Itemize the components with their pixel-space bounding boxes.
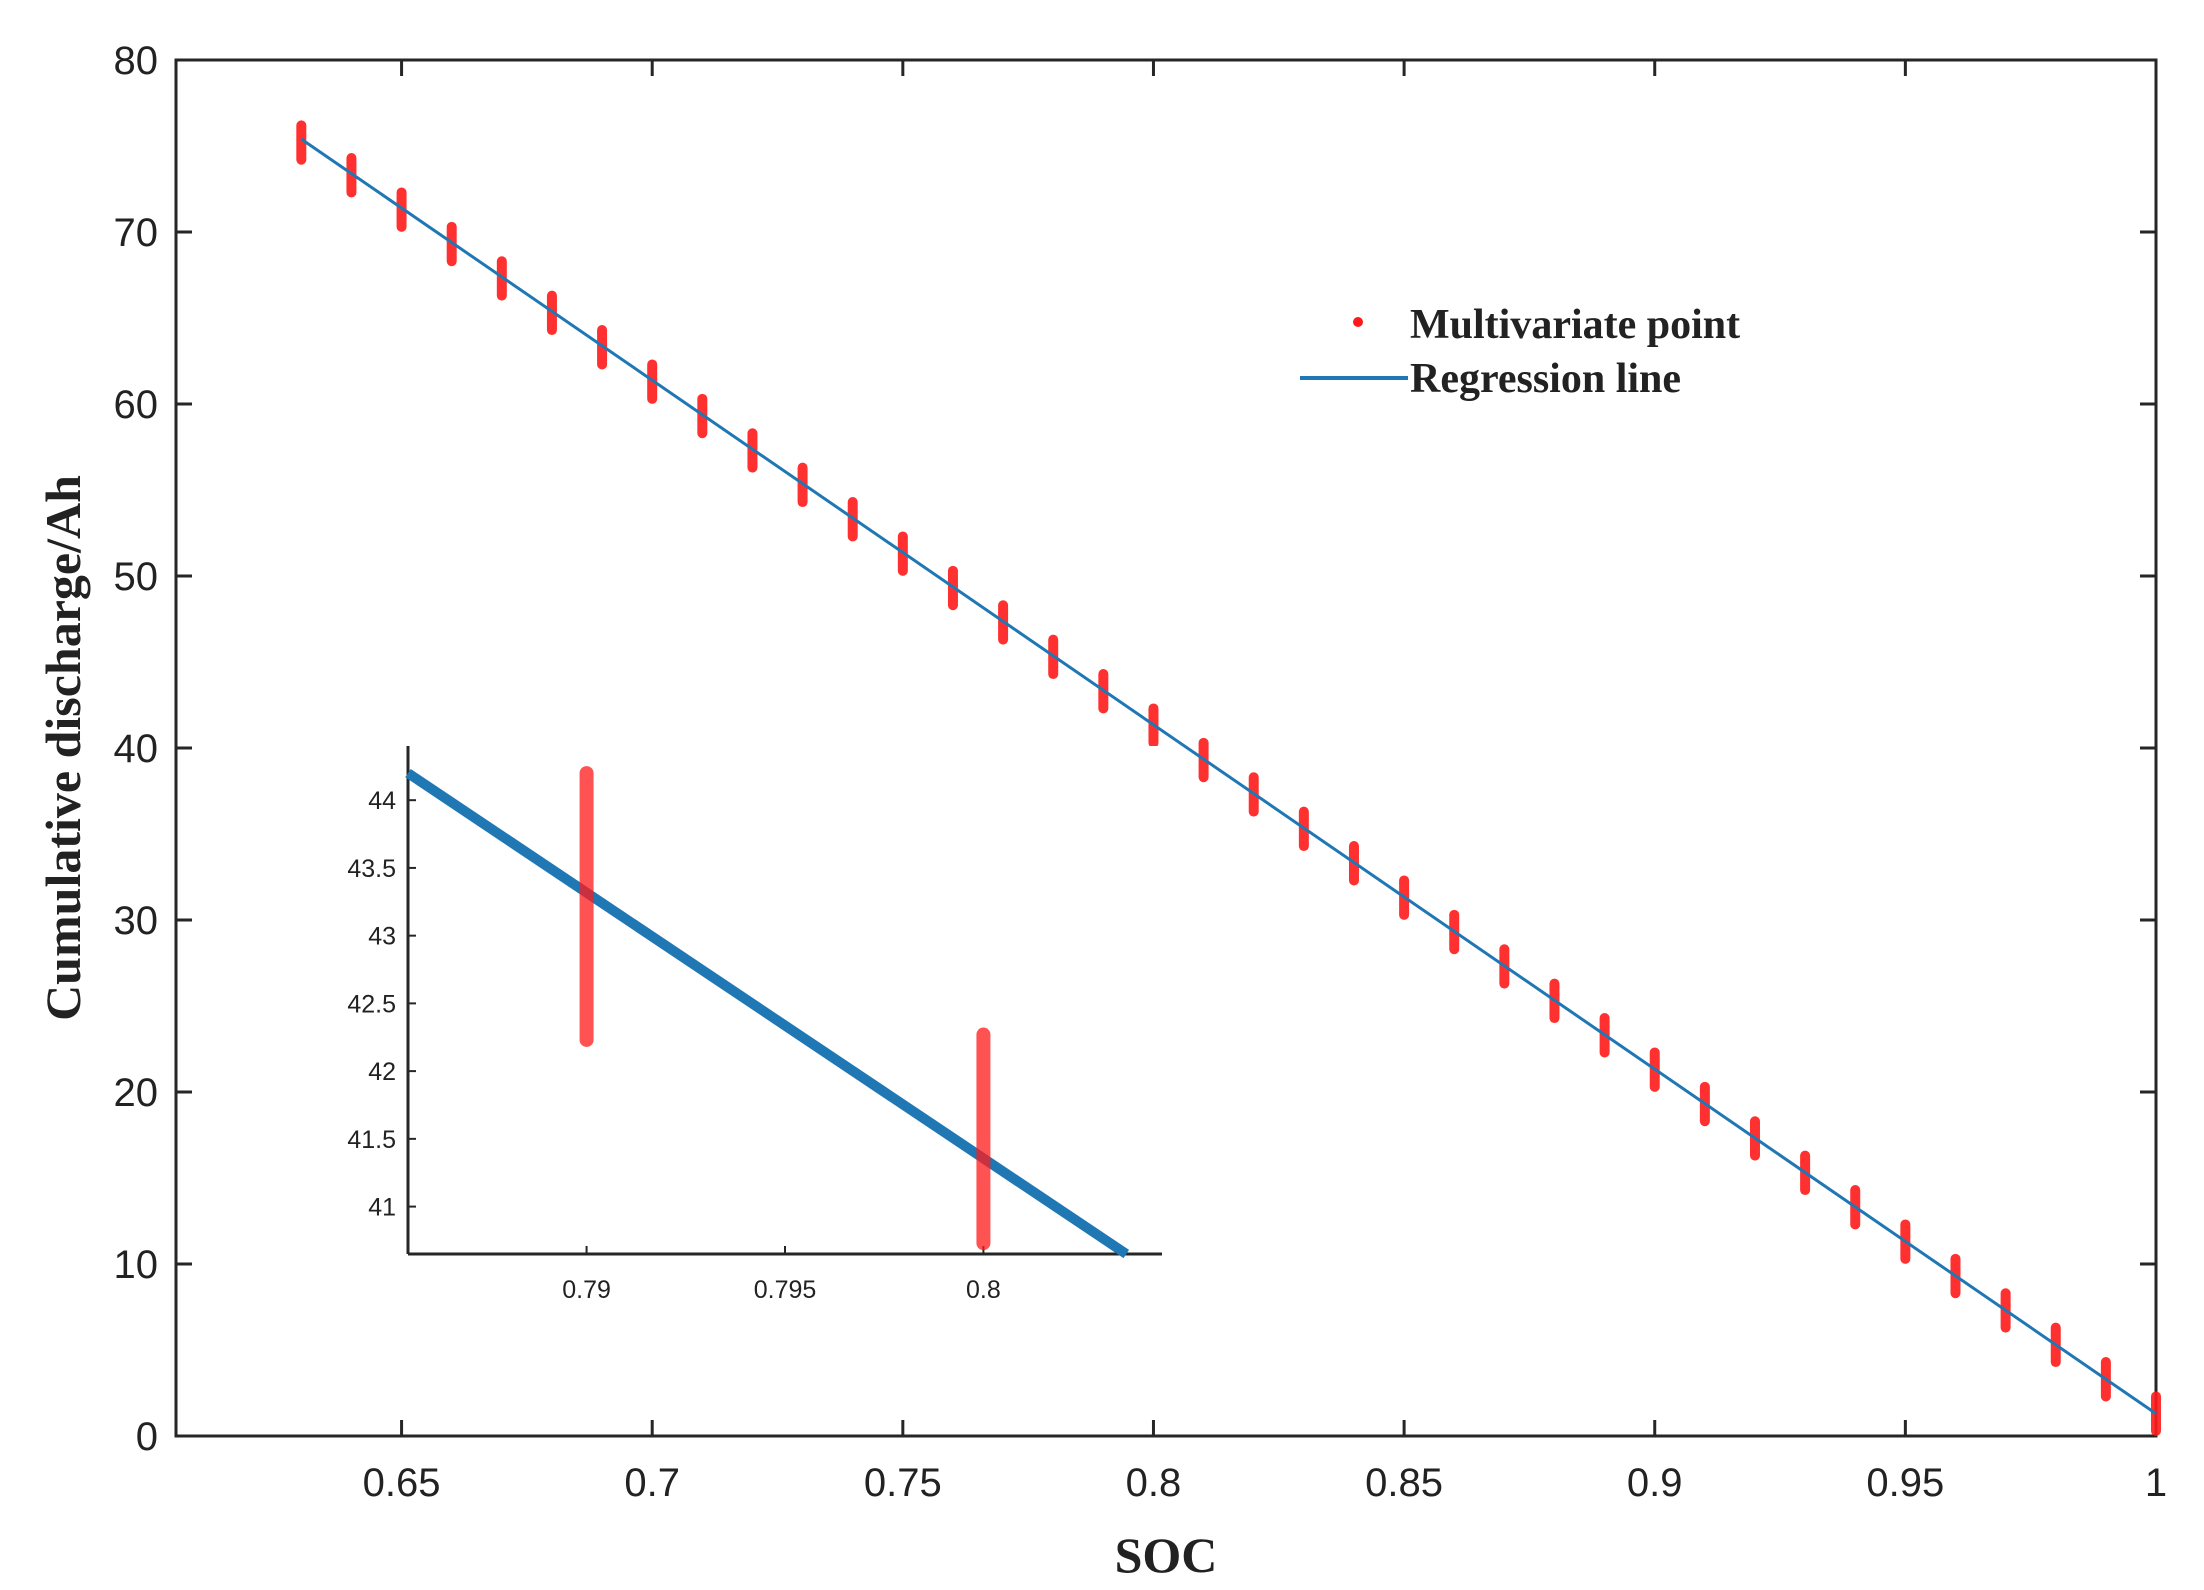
inset: 41 41.5 42 42.5 43 43.5 44 0.79 0.795 0.8 xyxy=(347,746,1162,1304)
x-axis-title: SOC xyxy=(1115,1527,1218,1583)
y-tick-label: 80 xyxy=(114,39,159,83)
inset-background xyxy=(406,746,1162,1254)
regression-line xyxy=(300,137,2157,1415)
x-tick-label: 0.85 xyxy=(1365,1461,1443,1505)
x-tick-label: 0.95 xyxy=(1866,1461,1944,1505)
legend-marker-points xyxy=(1353,317,1363,327)
y-tick-label: 20 xyxy=(114,1071,159,1115)
y-ticks: 0 10 20 30 40 50 60 70 80 xyxy=(114,39,2156,1459)
inset-x-tick-label: 0.79 xyxy=(562,1276,611,1304)
y-tick-label: 60 xyxy=(114,383,159,427)
y-tick-label: 40 xyxy=(114,727,159,771)
main-series xyxy=(296,120,2161,1436)
x-tick-label: 1 xyxy=(2145,1461,2167,1505)
inset-x-tick-label: 0.8 xyxy=(966,1276,1001,1304)
y-tick-label: 70 xyxy=(114,211,159,255)
inset-x-tick-label: 0.795 xyxy=(754,1276,817,1304)
x-tick-label: 0.75 xyxy=(864,1461,942,1505)
y-tick-label: 30 xyxy=(114,899,159,943)
y-axis-title: Cumulative discharge/Ah xyxy=(35,475,91,1021)
x-tick-label: 0.9 xyxy=(1627,1461,1683,1505)
x-tick-label: 0.7 xyxy=(624,1461,680,1505)
y-tick-label: 50 xyxy=(114,555,159,599)
inset-y-tick-label: 44 xyxy=(368,787,396,815)
inset-y-tick-label: 43.5 xyxy=(347,855,396,883)
inset-y-tick-label: 43 xyxy=(368,923,396,951)
inset-y-tick-label: 41 xyxy=(368,1194,396,1222)
y-tick-label: 10 xyxy=(114,1243,159,1287)
legend-label-points: Multivariate point xyxy=(1410,302,1740,348)
inset-series xyxy=(405,766,1130,1259)
inset-y-tick-label: 42 xyxy=(368,1058,396,1086)
inset-y-tick-label: 41.5 xyxy=(347,1126,396,1154)
x-tick-label: 0.8 xyxy=(1126,1461,1182,1505)
y-tick-label: 0 xyxy=(136,1415,158,1459)
x-ticks: 0.65 0.7 0.75 0.8 0.85 0.9 0.95 1 xyxy=(363,60,2167,1505)
x-tick-label: 0.65 xyxy=(363,1461,441,1505)
inset-y-ticks: 41 41.5 42 42.5 43 43.5 44 xyxy=(347,787,416,1222)
inset-regression-line xyxy=(405,768,1130,1259)
legend: Multivariate point Regression line xyxy=(1300,302,1740,402)
inset-x-ticks: 0.79 0.795 0.8 xyxy=(562,1246,1001,1304)
legend-label-line: Regression line xyxy=(1410,356,1681,402)
inset-y-tick-label: 42.5 xyxy=(347,990,396,1018)
